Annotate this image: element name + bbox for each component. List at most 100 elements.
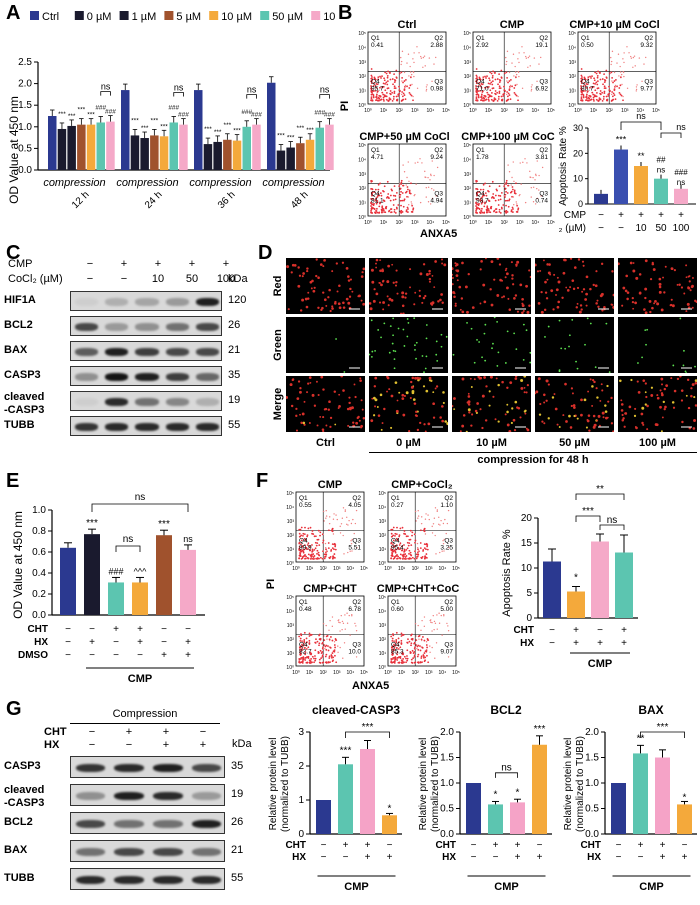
significance-mark: *** (151, 117, 159, 124)
fluorescence-image (535, 317, 614, 373)
q1-value: 0.50 (581, 42, 594, 49)
q3-label: Q3 (434, 79, 443, 86)
bar (633, 753, 648, 834)
y-tick: 10⁴ (463, 45, 471, 51)
panel-label-e: E (6, 470, 20, 492)
bar (654, 178, 668, 204)
row-value: + (113, 624, 119, 635)
panel-g-kda-value: 26 (231, 816, 244, 828)
x-tick: 10¹ (485, 220, 493, 226)
ns-label: ns (320, 85, 330, 95)
sig: ns (677, 178, 685, 187)
panel-b-anxa5-label: ANXA5 (420, 228, 458, 240)
bar (252, 124, 261, 170)
q3-label: Q3 (539, 79, 548, 86)
q4-value: 82.7 (299, 649, 312, 656)
q4-value: 71.0 (476, 86, 489, 93)
ns-bracket: ns (123, 534, 134, 545)
y-tick: 10² (464, 74, 472, 80)
significance-mark: *** (214, 129, 222, 136)
bar (169, 122, 178, 170)
row-label: CHT (435, 840, 456, 851)
ns-label: ns (174, 82, 184, 92)
y-tick-label: 3 (298, 727, 304, 738)
q3-label: Q3 (444, 642, 453, 649)
x-tick: 10² (412, 566, 420, 572)
panel-d-row-label: Green (272, 329, 284, 361)
x-group-sub: 24 h (143, 189, 165, 211)
y-tick: 10³ (287, 519, 295, 525)
panel-g-header: + (199, 739, 207, 751)
y-tick-label: 0.2 (32, 589, 46, 600)
panel-c-band (196, 373, 220, 381)
sig: *** (158, 519, 170, 530)
y-tick: 10⁴ (286, 609, 294, 615)
chart-ylabel: Relative protein level (563, 738, 574, 831)
y-tick: 10⁰ (378, 561, 386, 567)
row-value: − (549, 625, 555, 636)
panel-d-col-label: 50 µM (559, 437, 590, 449)
sig: ** (596, 484, 604, 495)
y-tick-label: 2.0 (440, 727, 454, 738)
panel-label-d: D (258, 242, 273, 264)
y-tick: 10⁵ (568, 31, 576, 37)
bar (567, 591, 585, 618)
panel-c-band-strip (70, 366, 222, 386)
q1-label: Q1 (476, 147, 485, 154)
x-tick: 10² (412, 670, 420, 676)
y-tick-label: 20 (573, 148, 583, 158)
sig: *** (86, 518, 98, 529)
q4-label: Q4 (476, 191, 485, 198)
q3-value: 9.07 (440, 649, 453, 656)
panel-c-band-strip (70, 316, 222, 336)
y-tick: 10³ (359, 172, 367, 178)
x-group-label: compression (43, 177, 105, 189)
bar (121, 90, 130, 170)
bar (203, 144, 213, 170)
y-tick: 10⁰ (463, 103, 471, 109)
significance-mark: *** (287, 135, 295, 142)
y-tick: 10¹ (464, 201, 472, 207)
row-value: + (185, 637, 191, 648)
q4-label: Q4 (299, 642, 308, 649)
y-tick-label: 1.0 (585, 778, 599, 789)
y-tick: 10⁵ (286, 491, 294, 497)
bar (213, 141, 222, 170)
panel-d-col-label: 10 µM (476, 437, 507, 449)
x-tick: 10¹ (306, 566, 314, 572)
bar (591, 541, 609, 618)
y-tick-label: 1 (298, 795, 304, 806)
panel-c-band (196, 348, 220, 356)
row-value: − (321, 840, 327, 851)
y-tick: 10⁴ (358, 45, 366, 51)
sig: * (494, 789, 498, 800)
panel-g-band (191, 847, 222, 857)
legend-label: 0 µM (87, 11, 112, 23)
panel-e-chart: OD Value at 450 nm 0.0 0.2 0.4 0.6 0.8 1.0 *** #… (11, 492, 205, 685)
y-tick-label: 0.0 (585, 829, 599, 840)
row-value: − (387, 840, 393, 851)
fluorescence-image (369, 258, 448, 314)
y-tick-label: 1.5 (440, 753, 454, 764)
panel-g-band-strip (70, 784, 225, 806)
y-tick-label: 0.0 (18, 165, 32, 176)
flow-plot-b-1: CMP Q1 2.92 Q2 19.1 Q3 6.92 Q4 71.0 10⁰ 10¹ 10² 10³ 1… (455, 18, 555, 118)
panel-g-band-strip (70, 756, 225, 778)
q2-value: 9.32 (640, 42, 653, 49)
panel-c-header: 100 (216, 273, 236, 285)
y-tick: 10³ (464, 172, 472, 178)
cocl-row: 10 (635, 223, 647, 234)
panel-c-band (196, 323, 220, 331)
row-value: − (616, 852, 622, 863)
panel-b-brackets: ns ns (620, 111, 686, 138)
significance-mark: *** (68, 113, 76, 120)
y-tick-label: 5 (526, 588, 532, 599)
x-tick: 10³ (411, 220, 419, 226)
significance-mark: *** (306, 127, 314, 134)
panel-g-band-label: TUBB (4, 872, 35, 884)
bar (77, 124, 86, 170)
panel-c-header: + (222, 258, 230, 270)
x-tick: 10⁰ (292, 670, 300, 676)
panel-label-c: C (6, 242, 21, 264)
